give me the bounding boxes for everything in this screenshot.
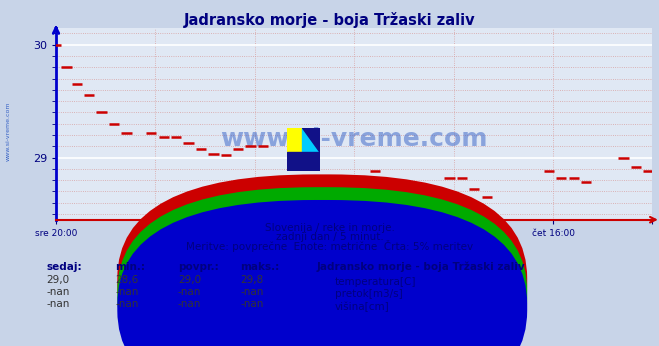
Text: 29,8: 29,8 bbox=[241, 275, 264, 285]
Polygon shape bbox=[302, 128, 320, 152]
Text: Meritve: povprečne  Enote: metrične  Črta: 5% meritev: Meritve: povprečne Enote: metrične Črta:… bbox=[186, 240, 473, 252]
Text: Jadransko morje - boja Tržaski zaliv: Jadransko morje - boja Tržaski zaliv bbox=[316, 261, 525, 272]
Bar bbox=[287, 128, 302, 152]
Text: 28,6: 28,6 bbox=[115, 275, 138, 285]
Text: -nan: -nan bbox=[115, 299, 138, 309]
Bar bbox=[287, 152, 320, 171]
Bar bbox=[302, 128, 320, 152]
Text: -nan: -nan bbox=[178, 287, 201, 297]
Text: 29,0: 29,0 bbox=[46, 275, 69, 285]
Text: www.si-vreme.com: www.si-vreme.com bbox=[5, 102, 11, 161]
Text: -nan: -nan bbox=[115, 287, 138, 297]
Text: 29,0: 29,0 bbox=[178, 275, 201, 285]
Text: temperatura[C]: temperatura[C] bbox=[335, 277, 416, 286]
Text: pretok[m3/s]: pretok[m3/s] bbox=[335, 290, 403, 299]
Text: -nan: -nan bbox=[241, 287, 264, 297]
Text: višina[cm]: višina[cm] bbox=[335, 302, 389, 312]
Text: min.:: min.: bbox=[115, 262, 146, 272]
Text: -nan: -nan bbox=[241, 299, 264, 309]
Text: maks.:: maks.: bbox=[241, 262, 280, 272]
Text: www.si-vreme.com: www.si-vreme.com bbox=[221, 127, 488, 151]
Text: zadnji dan / 5 minut.: zadnji dan / 5 minut. bbox=[275, 233, 384, 243]
Text: -nan: -nan bbox=[178, 299, 201, 309]
Text: povpr.:: povpr.: bbox=[178, 262, 219, 272]
Text: sedaj:: sedaj: bbox=[46, 262, 82, 272]
Text: -nan: -nan bbox=[46, 287, 69, 297]
Text: Jadransko morje - boja Tržaski zaliv: Jadransko morje - boja Tržaski zaliv bbox=[184, 12, 475, 28]
Text: Slovenija / reke in morje.: Slovenija / reke in morje. bbox=[264, 223, 395, 233]
Text: -nan: -nan bbox=[46, 299, 69, 309]
